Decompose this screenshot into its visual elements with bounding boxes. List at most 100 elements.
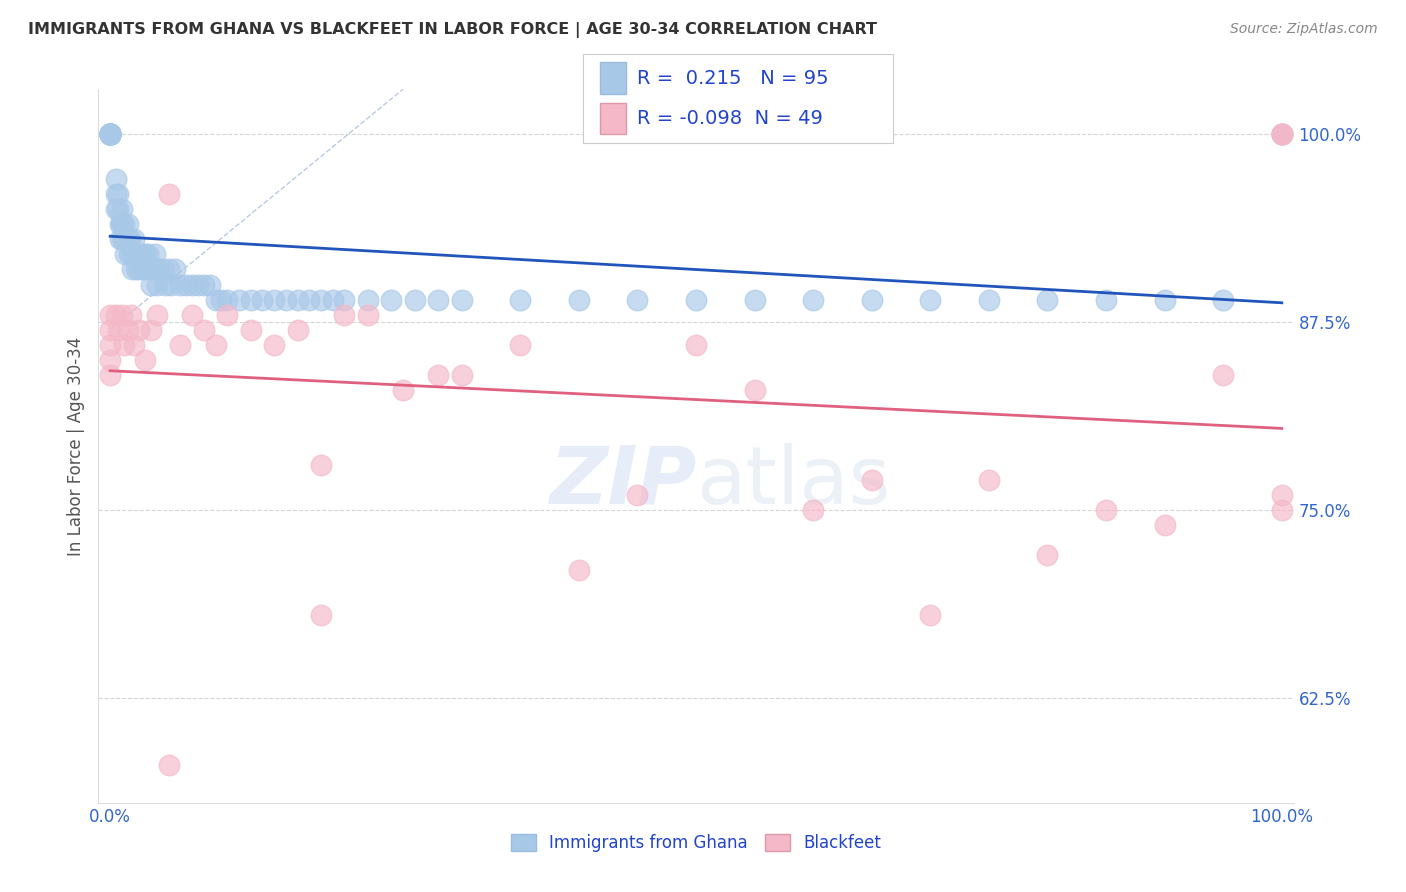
Point: [204, 293, 226, 307]
Point: [263, 293, 285, 307]
Point: [111, 218, 134, 232]
Point: [108, 232, 131, 246]
Point: [125, 247, 148, 261]
Point: [160, 277, 183, 292]
Point: [122, 337, 145, 351]
Point: [626, 293, 648, 307]
Point: [112, 232, 135, 246]
Point: [98, 128, 121, 142]
Point: [239, 293, 262, 307]
Point: [509, 337, 531, 351]
Point: [427, 368, 450, 382]
Point: [380, 293, 402, 307]
Point: [117, 232, 139, 246]
Point: [98, 128, 121, 142]
Point: [217, 293, 239, 307]
Point: [98, 128, 121, 142]
Point: [98, 322, 121, 336]
Point: [217, 308, 239, 322]
Point: [117, 218, 139, 232]
Point: [263, 337, 285, 351]
Point: [98, 128, 121, 142]
Point: [333, 293, 356, 307]
Point: [157, 187, 180, 202]
Point: [134, 262, 156, 277]
Point: [122, 247, 145, 261]
Point: [1271, 488, 1294, 502]
Point: [626, 488, 648, 502]
Point: [198, 277, 221, 292]
Point: [509, 818, 531, 832]
Point: [141, 277, 163, 292]
Point: [122, 232, 145, 246]
Point: [1095, 503, 1118, 517]
Point: [98, 128, 121, 142]
Text: Source: ZipAtlas.com: Source: ZipAtlas.com: [1230, 22, 1378, 37]
Point: [146, 262, 169, 277]
Point: [132, 262, 155, 277]
Point: [111, 232, 134, 246]
Point: [1036, 293, 1059, 307]
Point: [111, 202, 134, 217]
Point: [744, 383, 766, 397]
Point: [105, 172, 128, 186]
Point: [143, 247, 166, 261]
Point: [111, 308, 134, 322]
Point: [128, 322, 150, 336]
Point: [685, 337, 707, 351]
Point: [117, 322, 139, 336]
Point: [105, 202, 128, 217]
Point: [98, 128, 121, 142]
Point: [860, 293, 883, 307]
Point: [98, 128, 121, 142]
Point: [239, 322, 262, 336]
Point: [920, 293, 942, 307]
Point: [1153, 517, 1175, 532]
Point: [228, 293, 250, 307]
Point: [274, 293, 297, 307]
Point: [193, 277, 215, 292]
Point: [450, 368, 472, 382]
Point: [134, 352, 156, 367]
Text: R =  0.215   N = 95: R = 0.215 N = 95: [637, 69, 828, 87]
Point: [568, 563, 591, 577]
Text: ZIP: ZIP: [548, 442, 696, 521]
Point: [181, 308, 204, 322]
Point: [146, 277, 169, 292]
Point: [146, 308, 169, 322]
Point: [98, 128, 121, 142]
Point: [98, 128, 121, 142]
Point: [141, 322, 163, 336]
Point: [127, 247, 149, 261]
Point: [107, 187, 129, 202]
Point: [131, 247, 153, 261]
Point: [309, 607, 332, 622]
Point: [136, 247, 159, 261]
Point: [450, 293, 472, 307]
Point: [120, 247, 142, 261]
Text: IMMIGRANTS FROM GHANA VS BLACKFEET IN LABOR FORCE | AGE 30-34 CORRELATION CHART: IMMIGRANTS FROM GHANA VS BLACKFEET IN LA…: [28, 22, 877, 38]
Point: [98, 128, 121, 142]
Point: [108, 218, 131, 232]
Point: [1212, 368, 1234, 382]
Point: [139, 262, 162, 277]
Point: [155, 277, 177, 292]
Point: [107, 202, 129, 217]
Point: [98, 128, 121, 142]
Point: [744, 293, 766, 307]
Point: [1153, 293, 1175, 307]
Point: [148, 262, 170, 277]
Point: [112, 218, 135, 232]
Point: [112, 337, 135, 351]
Point: [110, 218, 132, 232]
Point: [1271, 128, 1294, 142]
Point: [685, 293, 707, 307]
Point: [114, 247, 136, 261]
Point: [152, 262, 174, 277]
Point: [98, 128, 121, 142]
Point: [1095, 293, 1118, 307]
Point: [204, 337, 226, 351]
Point: [107, 322, 129, 336]
Point: [169, 337, 191, 351]
Point: [105, 308, 128, 322]
